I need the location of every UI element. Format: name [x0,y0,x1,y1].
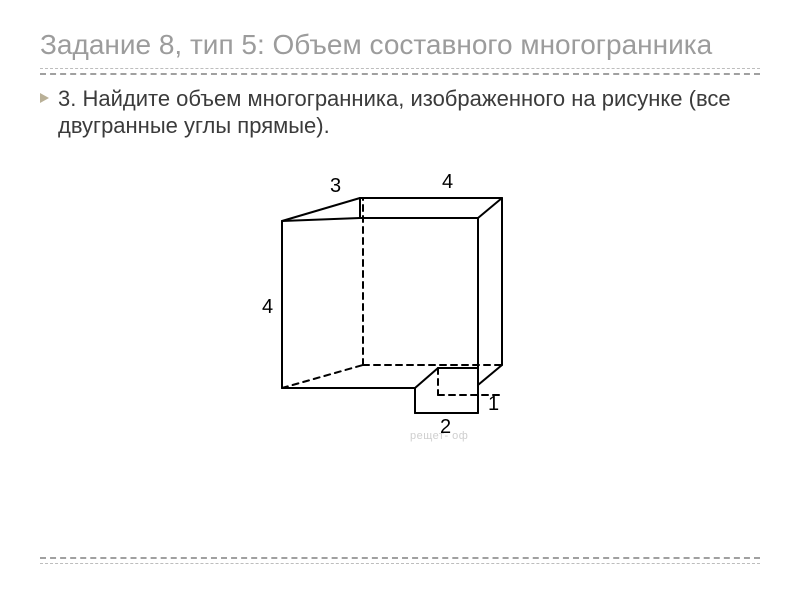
footer-line-2 [40,563,760,564]
svg-text:4: 4 [262,296,273,318]
title-underline-1 [40,68,760,69]
title-area: Задание 8, тип 5: Объем составного много… [40,28,760,62]
slide-container: Задание 8, тип 5: Объем составного много… [0,0,800,600]
figure-wrapper: 34412 рещет- оф [40,158,760,458]
problem-statement: 3. Найдите объем многогранника, изображе… [40,85,760,140]
slide-title: Задание 8, тип 5: Объем составного много… [40,28,760,62]
svg-text:4: 4 [442,171,453,193]
footer-underline [40,553,760,566]
body-area: 3. Найдите объем многогранника, изображе… [40,85,760,458]
footer-line-1 [40,557,760,559]
watermark-text: рещет- оф [410,430,468,442]
svg-text:3: 3 [330,175,341,197]
polyhedron-figure: 34412 [210,158,590,458]
svg-text:1: 1 [488,393,499,415]
title-underline-2 [40,73,760,75]
problem-text: 3. Найдите объем многогранника, изображе… [58,86,731,139]
bullet-icon [40,93,50,103]
